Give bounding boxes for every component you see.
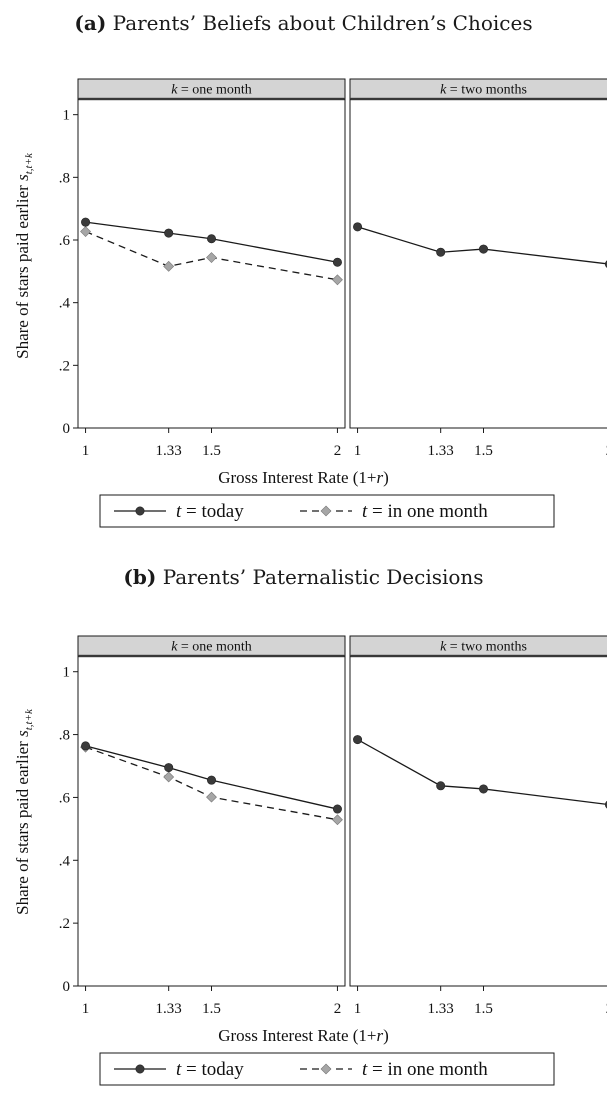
panel-two-months: k = two months 1 1.33 1.5 2: [349, 635, 607, 1017]
y-tick-label: .4: [59, 296, 71, 312]
panel-strip-label: k = one month: [171, 83, 252, 98]
data-point-in-one-month: [332, 274, 343, 286]
x-tick-label: 2: [334, 443, 342, 459]
y-tick-label: 1: [63, 665, 71, 681]
legend-label-in-one-month: t = in one month: [362, 1059, 488, 1080]
data-point-today: [478, 784, 488, 794]
y-tick-label: .4: [59, 853, 71, 869]
legend-marker-in-one-month: [320, 505, 332, 517]
data-point-in-one-month: [80, 226, 91, 237]
x-tick-label: 1: [354, 443, 362, 459]
x-tick-label: 1.33: [428, 443, 454, 459]
series-line-in-one-month: [85, 746, 338, 821]
data-point-in-one-month: [332, 814, 343, 826]
legend-box: [99, 1052, 555, 1086]
chart-title: (b) Parents’ Paternalistic Decisions: [123, 565, 483, 589]
x-tick-label: 1.5: [474, 1001, 493, 1017]
data-point-today: [81, 741, 91, 751]
data-point-today: [81, 217, 91, 227]
chart-b: (b) Parents’ Paternalistic Decisions k = …: [13, 565, 607, 1086]
x-tick-label: 1.5: [202, 443, 221, 459]
legend-marker-today: [135, 1064, 145, 1074]
legend-label-today: t = today: [176, 501, 244, 522]
chart-a: (a) Parents’ Beliefs about Children’s Ch…: [13, 11, 607, 528]
data-point-today: [207, 234, 217, 244]
panel-strip-label: k = two months: [440, 640, 527, 655]
y-tick-label: 1: [63, 108, 71, 124]
x-tick-label: 2: [334, 1001, 342, 1017]
panel-strip-label: k = one month: [171, 640, 252, 655]
panel-one-month: k = one month 1 1.33 1.5 2 0 .2 .4 .6 .8 1: [59, 78, 346, 459]
legend-marker-in-one-month: [320, 1063, 332, 1075]
series-line-today: [85, 745, 338, 810]
x-tick-label: 2: [606, 443, 607, 459]
y-tick-label: .2: [59, 916, 70, 932]
x-tick-label: 1.33: [428, 1001, 454, 1017]
x-axis-title: Gross Interest Rate (1+r): [218, 468, 389, 487]
legend: t = today t = in one month: [99, 494, 555, 528]
panel-two-months: k = two months 1 1.33 1.5 2: [349, 78, 607, 459]
data-point-today: [164, 763, 174, 773]
x-tick-label: 1: [82, 1001, 90, 1017]
x-tick-label: 1.5: [474, 443, 493, 459]
legend: t = today t = in one month: [99, 1052, 555, 1086]
data-point-today: [478, 244, 488, 254]
series-line-today: [85, 221, 338, 263]
data-point-today: [332, 804, 342, 814]
x-tick-label: 2: [606, 1001, 607, 1017]
data-point-today: [353, 735, 363, 745]
data-point-in-one-month: [206, 791, 217, 803]
x-tick-label: 1: [354, 1001, 362, 1017]
data-point-today: [436, 247, 446, 257]
data-point-today: [207, 775, 217, 785]
x-tick-label: 1.33: [156, 443, 182, 459]
legend-marker-today: [135, 506, 145, 516]
series-line-today: [357, 739, 607, 806]
y-axis-title: Share of stars paid earlier st,t+k: [13, 708, 35, 915]
data-point-in-one-month: [206, 252, 217, 263]
data-point-in-one-month: [163, 260, 175, 272]
y-tick-label: .8: [59, 170, 70, 186]
x-tick-label: 1.33: [156, 1001, 182, 1017]
data-point-today: [353, 222, 363, 232]
data-point-today: [332, 257, 342, 267]
y-tick-label: .8: [59, 728, 70, 744]
y-tick-label: .6: [59, 790, 71, 806]
x-axis-title: Gross Interest Rate (1+r): [218, 1026, 389, 1045]
x-tick-label: 1.5: [202, 1001, 221, 1017]
plot-frame: [349, 98, 607, 429]
chart-title: (a) Parents’ Beliefs about Children’s Ch…: [74, 11, 532, 35]
legend-label-today: t = today: [176, 1059, 244, 1080]
panel-strip-label: k = two months: [440, 83, 527, 98]
series-line-in-one-month: [85, 230, 338, 281]
x-tick-label: 1: [82, 443, 90, 459]
y-axis-title: Share of stars paid earlier st,t+k: [13, 152, 35, 359]
plot-frame: [349, 655, 607, 987]
data-point-in-one-month: [163, 771, 175, 783]
data-point-today: [436, 781, 446, 791]
plot-frame: [77, 655, 346, 987]
plot-frame: [77, 98, 346, 429]
legend-label-in-one-month: t = in one month: [362, 501, 488, 522]
y-tick-label: .6: [59, 233, 71, 249]
y-tick-label: 0: [63, 421, 71, 437]
data-point-today: [164, 228, 174, 238]
series-line-today: [357, 226, 607, 265]
y-tick-label: 0: [63, 979, 71, 995]
panel-one-month: k = one month 1 1.33 1.5 2 0 .2 .4 .6 .8 1: [59, 635, 346, 1017]
y-tick-label: .2: [59, 358, 70, 374]
